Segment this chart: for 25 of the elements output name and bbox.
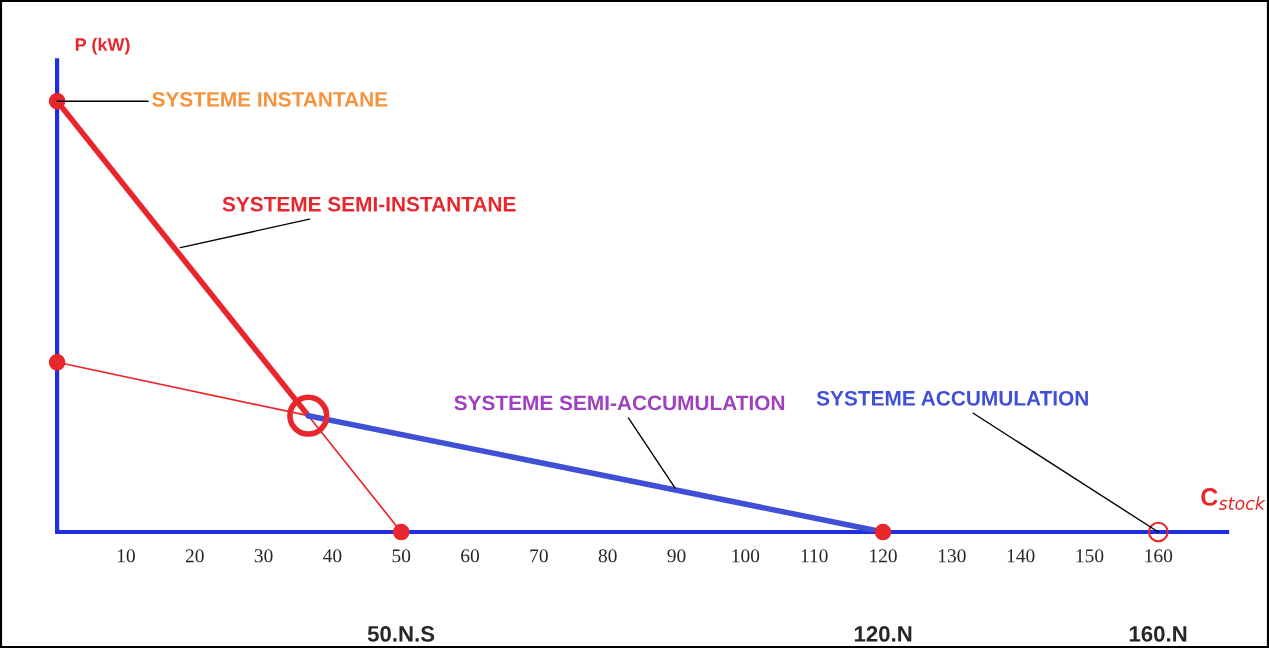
text: 160.N: [1129, 626, 1187, 642]
text: 120.N: [854, 626, 912, 642]
x-tick-label: 30: [254, 549, 273, 563]
x-tick-label: 100: [732, 549, 760, 563]
text: 50.N.S: [367, 626, 435, 642]
x-axis-title: C$_{stock}$: [1201, 488, 1266, 510]
x-tick-label: 130: [938, 549, 966, 563]
x-tick-label: 80: [598, 549, 617, 563]
x-tick-label: 160: [1145, 549, 1173, 563]
x-tick-label: 140: [1007, 549, 1035, 563]
x-tick-label: 60: [461, 549, 480, 563]
annotation: SYSTEME SEMI-INSTANTANE: [222, 196, 516, 212]
annotation: SYSTEME SEMI-ACCUMULATION: [454, 395, 785, 411]
x-tick-label: 110: [801, 549, 828, 563]
x-tick-label: 90: [667, 549, 686, 563]
x-tick-label: 70: [530, 549, 548, 563]
x-tick-label: 20: [185, 549, 204, 563]
x-tick-label: 40: [323, 549, 342, 563]
x-tick-label: 10: [117, 549, 135, 563]
x-tick-label: 50: [392, 549, 411, 563]
x-tick-label: 120: [870, 549, 897, 563]
y-axis-title: P (kW): [75, 37, 130, 55]
annotation: SYSTEME INSTANTANE: [152, 92, 388, 107]
x-tick-label: 150: [1076, 549, 1104, 563]
annotation: SYSTEME ACCUMULATION: [816, 390, 1088, 406]
